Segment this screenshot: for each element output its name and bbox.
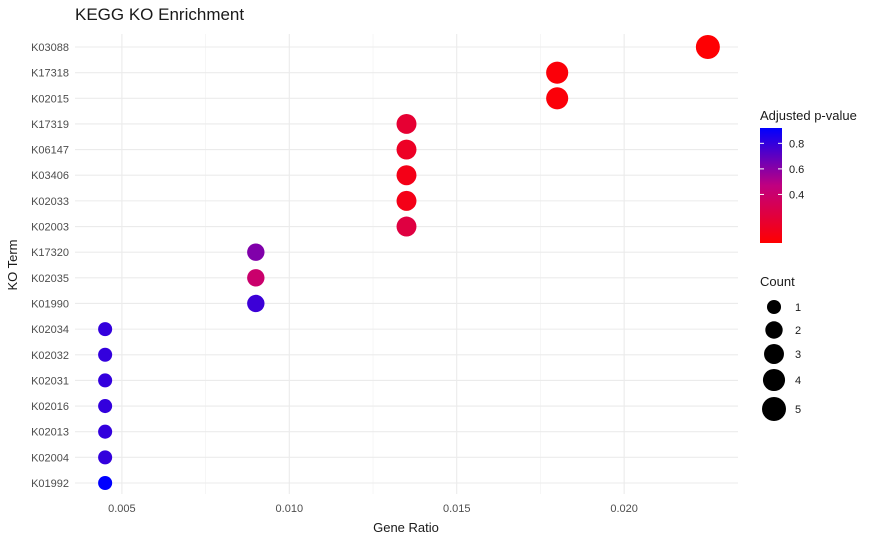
size-key-circle	[762, 368, 786, 392]
y-tick-label: K17320	[31, 247, 69, 259]
y-tick-label: K17319	[31, 119, 69, 131]
point-k02013	[98, 424, 113, 439]
color-legend-title: Adjusted p-value	[760, 108, 857, 123]
y-tick-label: K02031	[31, 375, 69, 387]
x-tick-label: 0.020	[610, 503, 638, 515]
size-key-label: 5	[795, 404, 801, 416]
point-k02032	[98, 347, 113, 362]
size-legend-title: Count	[760, 274, 795, 289]
size-key-circle	[764, 344, 784, 364]
point-k17318	[546, 61, 569, 84]
y-tick-label: K03406	[31, 170, 69, 182]
x-axis-title: Gene Ratio	[373, 520, 439, 535]
point-k17319	[396, 113, 417, 134]
y-tick-label: K03088	[31, 42, 69, 54]
y-tick-label: K02032	[31, 350, 69, 362]
y-tick-label: K17318	[31, 68, 69, 80]
y-tick-label: K02033	[31, 196, 69, 208]
size-key-label: 3	[795, 349, 801, 361]
x-tick-label: 0.005	[108, 503, 136, 515]
size-legend: Count 1 2 3 4 5	[760, 274, 801, 421]
color-tick-label: 0.8	[789, 138, 804, 150]
y-tick-label: K02035	[31, 273, 69, 285]
color-legend: Adjusted p-value 0.8 0.6 0.4	[760, 108, 857, 243]
y-axis-title: KO Term	[5, 239, 20, 290]
y-tick-label: K01990	[31, 298, 69, 310]
color-tick-label: 0.4	[789, 189, 804, 201]
point-k02034	[98, 322, 113, 337]
color-bar	[760, 128, 782, 243]
x-axis: 0.005 0.010 0.015 0.020	[108, 503, 638, 515]
point-k17320	[247, 243, 265, 261]
y-tick-label: K02016	[31, 401, 69, 413]
grid	[75, 34, 738, 494]
color-tick-label: 0.6	[789, 164, 804, 176]
point-k02031	[98, 373, 113, 388]
y-tick-label: K02013	[31, 427, 69, 439]
point-k03088	[695, 35, 720, 59]
y-tick-label: K01992	[31, 478, 69, 490]
point-k02033	[396, 190, 417, 211]
size-key-label: 2	[795, 325, 801, 337]
y-tick-label: K02015	[31, 93, 69, 105]
y-axis: K03088 K17318 K02015 K17319 K06147 K03406 K020…	[31, 42, 69, 490]
y-tick-label: K02034	[31, 324, 69, 336]
y-tick-label: K06147	[31, 145, 69, 157]
point-k06147	[396, 139, 417, 160]
chart-title: KEGG KO Enrichment	[75, 5, 244, 24]
point-k01990	[247, 294, 265, 313]
size-key-label: 1	[795, 302, 801, 314]
x-tick-label: 0.010	[276, 503, 304, 515]
point-k02004	[98, 450, 113, 465]
point-k02003	[396, 216, 417, 237]
data-points	[98, 35, 720, 491]
y-tick-label: K02003	[31, 222, 69, 234]
point-k02035	[247, 269, 265, 287]
size-key-circle	[762, 397, 786, 421]
point-k02016	[98, 399, 113, 414]
size-key-circle	[766, 299, 782, 315]
point-k02015	[546, 87, 569, 110]
point-k01992	[98, 475, 113, 491]
size-key-label: 4	[795, 375, 801, 387]
size-key-circle	[765, 321, 783, 339]
x-tick-label: 0.015	[443, 503, 471, 515]
point-k03406	[396, 165, 417, 186]
y-tick-label: K02004	[31, 452, 69, 464]
